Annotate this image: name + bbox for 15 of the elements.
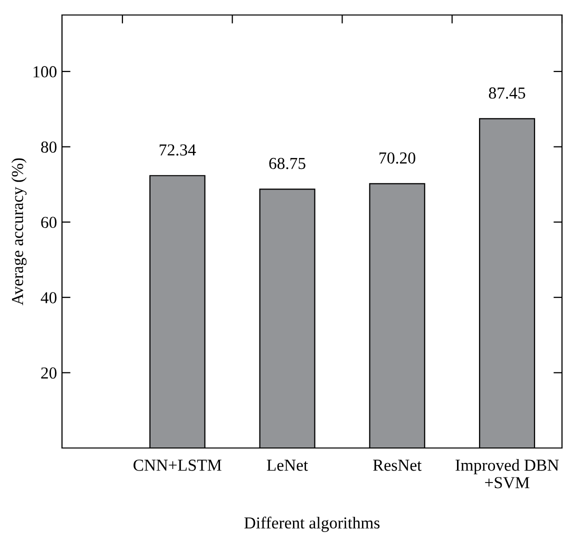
- x-tick-label: CNN+LSTM: [134, 460, 222, 471]
- y-tick-label: 100: [34, 66, 57, 78]
- x-tick-label: ResNet: [373, 460, 422, 471]
- data-label: 87.45: [488, 87, 526, 99]
- y-tick-label: 20: [41, 367, 57, 379]
- x-axis-title: Different algorithms: [244, 516, 380, 532]
- y-axis-title: Average accuracy (%): [11, 158, 27, 306]
- y-tick-label: 40: [40, 292, 57, 304]
- x-tick-label: Improved DBN +SVM: [456, 459, 559, 488]
- data-label: 70.20: [380, 152, 416, 164]
- y-tick-label: 60: [41, 216, 57, 228]
- x-tick-label: LeNet: [266, 460, 308, 471]
- data-label: 72.34: [160, 144, 196, 156]
- y-tick-label: 80: [41, 141, 57, 153]
- data-label: 68.75: [269, 158, 306, 170]
